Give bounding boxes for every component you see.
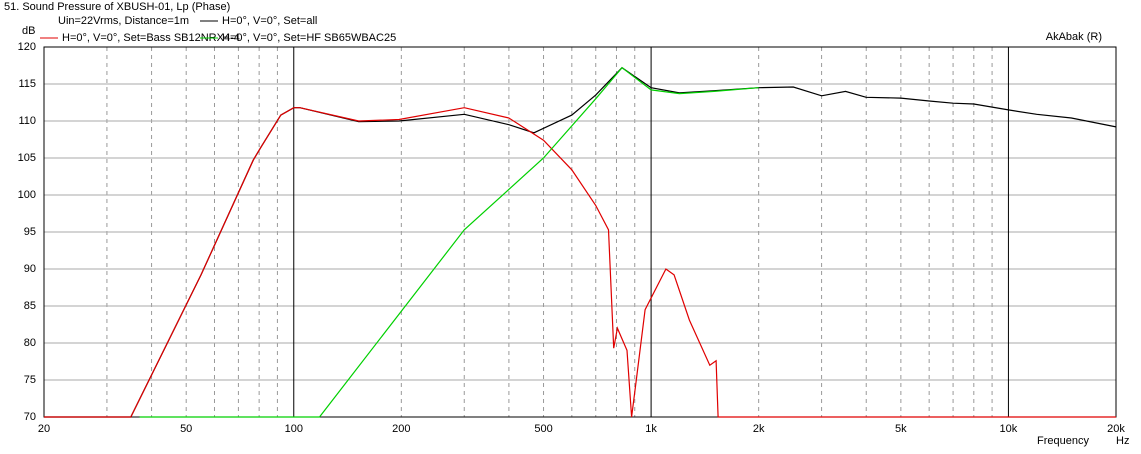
series-line (139, 66, 759, 418)
y-tick-label: 100 (18, 189, 36, 201)
y-tick-label: 110 (18, 115, 36, 127)
plot-frame (43, 46, 1117, 418)
x-axis-label: Frequency (1037, 435, 1089, 447)
y-tick-label: 90 (24, 263, 36, 275)
legend-label: H=0°, V=0°, Set=all (222, 15, 317, 27)
legend-label: H=0°, V=0°, Set=Bass SB12NRX4-4 (62, 32, 240, 44)
y-tick-label: 105 (18, 152, 36, 164)
x-tick-label: 50 (180, 423, 192, 435)
x-tick-label: 10k (1000, 423, 1018, 435)
series-line (44, 107, 1116, 418)
y-tick-label: 95 (24, 226, 36, 238)
legend-label: H=0°, V=0°, Set=HF SB65WBAC25 (222, 32, 396, 44)
x-tick-label: 1k (645, 423, 657, 435)
y-tick-label: 120 (18, 41, 36, 53)
x-tick-label: 500 (534, 423, 552, 435)
x-tick-label: 2k (753, 423, 765, 435)
y-tick-label: 75 (24, 374, 36, 386)
annotation: AkAbak (R) (1046, 31, 1102, 43)
x-tick-label: 200 (392, 423, 410, 435)
subtitle: Uin=22Vrms, Distance=1m (58, 15, 189, 27)
chart-title: 51. Sound Pressure of XBUSH-01, Lp (Phas… (4, 1, 230, 13)
y-tick-label: 80 (24, 337, 36, 349)
x-tick-label: 5k (895, 423, 907, 435)
x-tick-label: 20 (38, 423, 50, 435)
x-tick-label: 100 (285, 423, 303, 435)
x-tick-label: 20k (1107, 423, 1125, 435)
y-tick-label: 70 (24, 411, 36, 423)
y-tick-label: 85 (24, 300, 36, 312)
x-unit: Hz (1116, 435, 1129, 447)
y-tick-label: 115 (18, 78, 36, 90)
y-axis-label: dB (22, 25, 35, 37)
